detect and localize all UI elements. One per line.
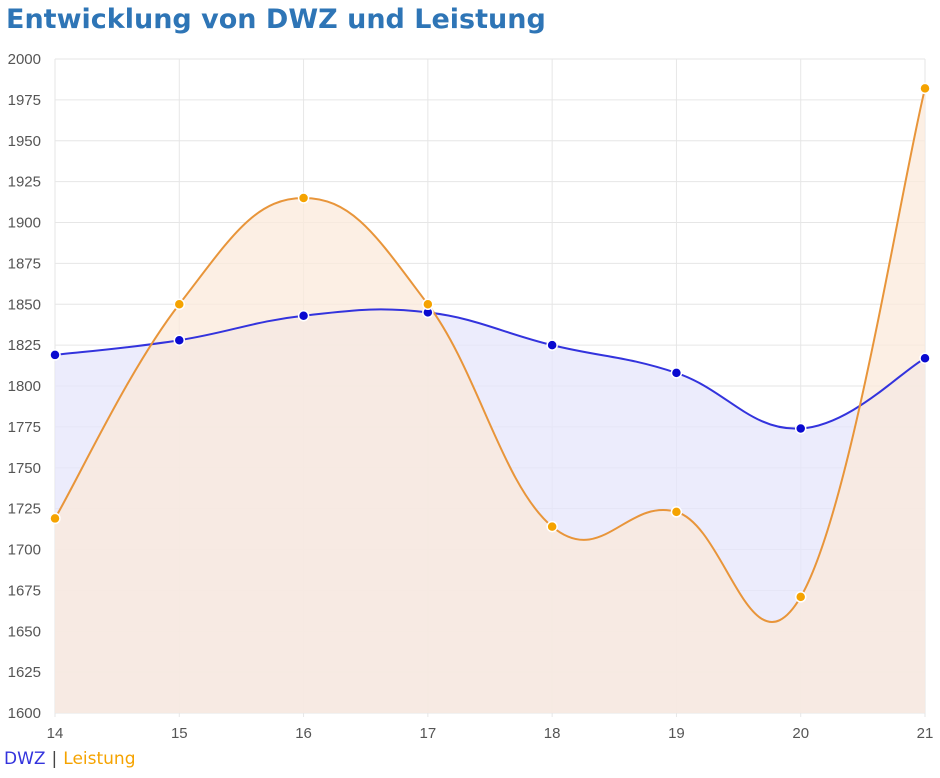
point-leistung-20[interactable] (794, 591, 807, 603)
y-tick-label: 1800 (8, 378, 41, 395)
y-tick-label: 1875 (8, 255, 41, 272)
x-tick-label: 17 (420, 725, 437, 742)
y-tick-label: 1750 (8, 460, 41, 477)
y-tick-label: 1775 (8, 419, 41, 436)
x-tick-label: 18 (544, 725, 561, 742)
legend: DWZ | Leistung (4, 748, 136, 770)
x-tick-label: 15 (171, 725, 188, 742)
y-tick-label: 1850 (8, 296, 41, 313)
point-dwz-19[interactable] (670, 367, 683, 379)
line-leistung (54, 88, 926, 623)
point-leistung-19[interactable] (670, 506, 683, 518)
y-tick-label: 1950 (8, 133, 41, 150)
x-tick-label: 14 (47, 725, 64, 742)
legend-item-dwz[interactable]: DWZ (4, 749, 46, 769)
y-tick-label: 1925 (8, 174, 41, 191)
point-leistung-14[interactable] (49, 512, 61, 525)
x-tick-label: 19 (668, 725, 685, 742)
y-tick-label: 1825 (8, 337, 41, 354)
y-tick-label: 2000 (8, 51, 41, 68)
point-leistung-17[interactable] (422, 298, 434, 310)
point-dwz-20[interactable] (794, 422, 807, 435)
y-tick-label: 1675 (8, 582, 41, 599)
y-tick-label: 1700 (8, 542, 41, 559)
point-dwz-16[interactable] (297, 309, 310, 322)
point-dwz-21[interactable] (919, 352, 931, 364)
y-tick-label: 1650 (8, 623, 41, 640)
chart-title: Entwicklung von DWZ und Leistung (6, 4, 546, 35)
line-dwz (54, 308, 926, 430)
point-dwz-14[interactable] (49, 349, 61, 361)
x-tick-label: 20 (792, 725, 809, 742)
x-axis-ticks: 14 15 16 17 18 19 20 21 (47, 725, 934, 742)
point-dwz-18[interactable] (546, 339, 558, 351)
y-axis-ticks: 1600 1625 1650 1675 1700 1725 1750 1775 1800 1825… (8, 51, 41, 722)
data-points (49, 82, 931, 603)
x-tick-label: 21 (917, 725, 934, 742)
point-leistung-18[interactable] (546, 520, 558, 533)
series-lines (54, 88, 926, 623)
series-areas (55, 88, 925, 714)
y-tick-label: 1725 (8, 501, 41, 518)
y-tick-label: 1625 (8, 664, 41, 681)
point-leistung-15[interactable] (173, 298, 186, 310)
point-leistung-21[interactable] (919, 82, 931, 95)
legend-item-leistung[interactable]: Leistung (63, 749, 136, 769)
x-tick-label: 16 (295, 725, 312, 742)
legend-separator: | (51, 749, 58, 769)
line-chart: 1600 1625 1650 1675 1700 1725 1750 1775 1800 1825… (8, 51, 934, 742)
y-tick-label: 1975 (8, 92, 41, 109)
area-leistung (55, 88, 925, 714)
point-leistung-16[interactable] (297, 192, 310, 204)
point-dwz-15[interactable] (173, 334, 186, 346)
y-tick-label: 1600 (8, 705, 41, 722)
y-tick-label: 1900 (8, 215, 41, 232)
